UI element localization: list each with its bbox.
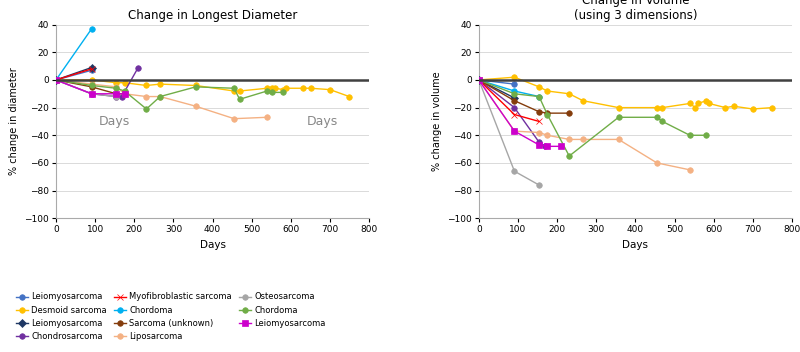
X-axis label: Days: Days: [622, 240, 649, 250]
Title: Change in Volume
(using 3 dimensions): Change in Volume (using 3 dimensions): [574, 0, 697, 22]
Text: Days: Days: [306, 115, 338, 128]
Text: Days: Days: [99, 115, 130, 128]
Y-axis label: % change in volume: % change in volume: [431, 71, 442, 171]
Y-axis label: % change in diameter: % change in diameter: [9, 68, 18, 175]
Title: Change in Longest Diameter: Change in Longest Diameter: [128, 9, 298, 22]
X-axis label: Days: Days: [199, 240, 226, 250]
Legend: Leiomyosarcoma, Desmoid sarcoma, Leiomyosarcoma, Chondrosarcoma, Myofibroblastic: Leiomyosarcoma, Desmoid sarcoma, Leiomyo…: [12, 289, 330, 344]
